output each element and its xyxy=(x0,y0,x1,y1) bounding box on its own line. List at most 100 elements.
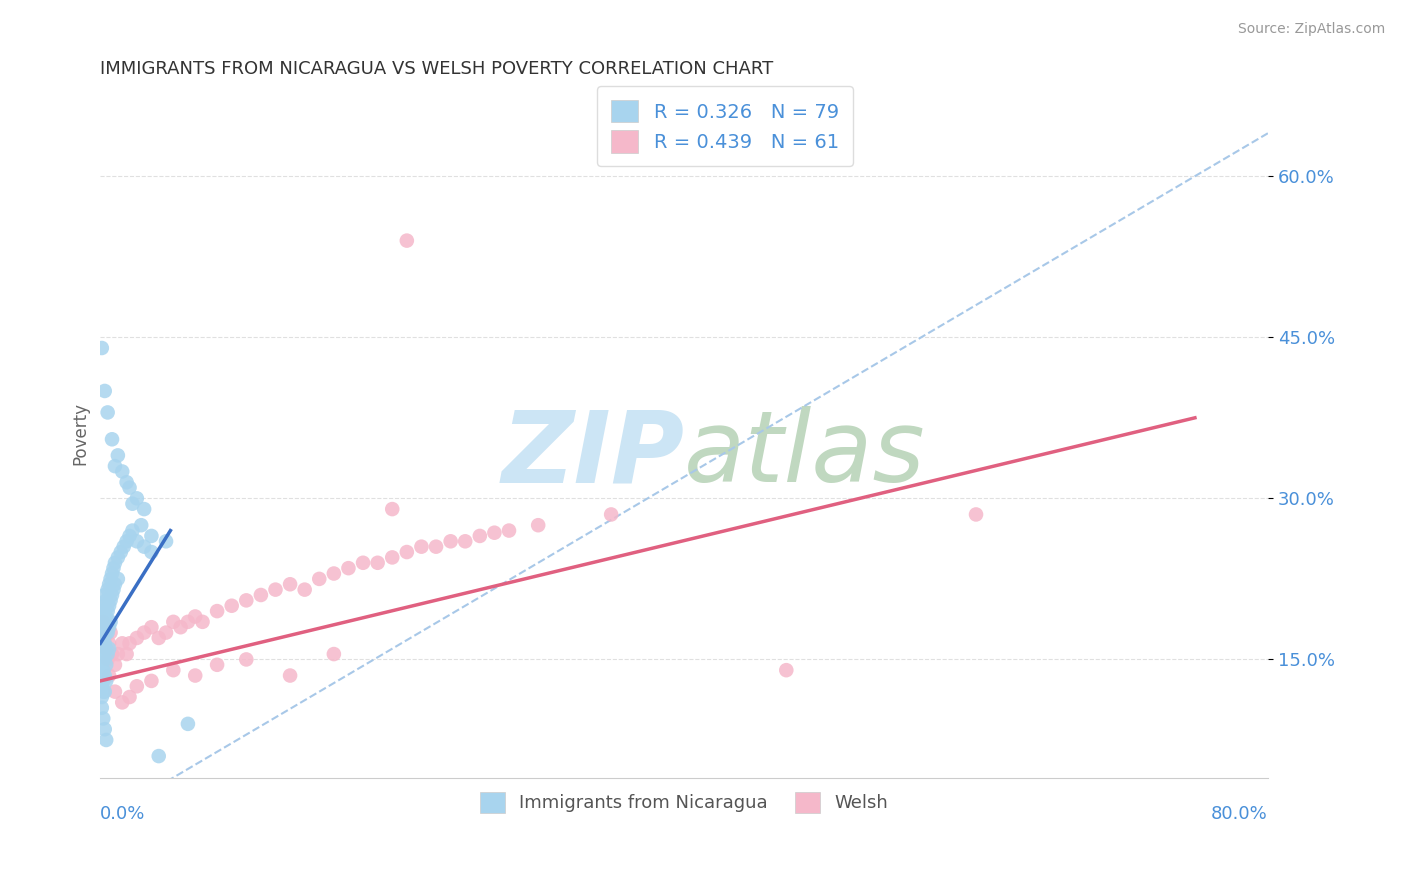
Point xyxy=(191,615,214,629)
Point xyxy=(103,582,125,597)
Point xyxy=(125,491,148,506)
Point xyxy=(205,604,228,618)
Point xyxy=(381,550,404,565)
Point xyxy=(115,647,138,661)
Point xyxy=(107,550,129,565)
Point xyxy=(93,636,115,650)
Point xyxy=(97,405,120,419)
Point xyxy=(101,432,124,446)
Point xyxy=(112,540,135,554)
Point xyxy=(97,604,120,618)
Point xyxy=(98,620,121,634)
Point xyxy=(162,663,184,677)
Point xyxy=(125,631,148,645)
Point xyxy=(118,529,141,543)
Point xyxy=(104,657,127,672)
Point xyxy=(101,588,124,602)
Point xyxy=(91,620,114,634)
Point xyxy=(110,545,132,559)
Point xyxy=(278,668,301,682)
Point xyxy=(90,690,112,704)
Point xyxy=(134,540,156,554)
Point xyxy=(221,599,243,613)
Point xyxy=(90,341,112,355)
Point xyxy=(118,481,141,495)
Point xyxy=(235,652,257,666)
Point xyxy=(100,625,122,640)
Point xyxy=(96,625,118,640)
Point xyxy=(184,609,207,624)
Point xyxy=(498,524,520,538)
Point xyxy=(250,588,273,602)
Point xyxy=(121,524,143,538)
Point xyxy=(308,572,330,586)
Point xyxy=(118,690,141,704)
Point xyxy=(134,502,156,516)
Point xyxy=(93,384,115,398)
Point xyxy=(91,599,114,613)
Point xyxy=(91,663,114,677)
Point xyxy=(98,641,121,656)
Point xyxy=(98,577,121,591)
Point xyxy=(115,475,138,490)
Point xyxy=(468,529,491,543)
Text: Source: ZipAtlas.com: Source: ZipAtlas.com xyxy=(1237,22,1385,37)
Point xyxy=(91,641,114,656)
Point xyxy=(107,647,129,661)
Point xyxy=(454,534,477,549)
Point xyxy=(141,673,163,688)
Point xyxy=(90,604,112,618)
Text: 0.0%: 0.0% xyxy=(100,805,146,823)
Point xyxy=(91,631,114,645)
Point xyxy=(111,465,134,479)
Point xyxy=(141,529,163,543)
Point xyxy=(115,534,138,549)
Text: 80.0%: 80.0% xyxy=(1211,805,1268,823)
Point xyxy=(775,663,797,677)
Point xyxy=(97,582,120,597)
Point xyxy=(162,615,184,629)
Point xyxy=(101,647,124,661)
Point xyxy=(97,652,120,666)
Point xyxy=(600,508,623,522)
Point xyxy=(90,636,112,650)
Point xyxy=(93,604,115,618)
Point xyxy=(96,641,118,656)
Text: ZIP: ZIP xyxy=(501,406,685,503)
Point xyxy=(93,668,115,682)
Point xyxy=(107,572,129,586)
Point xyxy=(97,647,120,661)
Point xyxy=(90,700,112,714)
Point xyxy=(205,657,228,672)
Point xyxy=(527,518,550,533)
Point xyxy=(90,668,112,682)
Point xyxy=(155,534,177,549)
Point xyxy=(337,561,360,575)
Point xyxy=(96,673,118,688)
Point xyxy=(103,561,125,575)
Point xyxy=(367,556,389,570)
Point xyxy=(322,566,344,581)
Point xyxy=(395,234,418,248)
Point xyxy=(96,593,118,607)
Point xyxy=(90,615,112,629)
Point xyxy=(125,679,148,693)
Point xyxy=(98,668,121,682)
Point xyxy=(104,459,127,474)
Point xyxy=(177,615,200,629)
Point xyxy=(104,556,127,570)
Point xyxy=(97,625,120,640)
Point xyxy=(184,668,207,682)
Point xyxy=(125,534,148,549)
Point xyxy=(141,620,163,634)
Point xyxy=(111,695,134,709)
Text: atlas: atlas xyxy=(685,406,925,503)
Point xyxy=(278,577,301,591)
Point xyxy=(101,566,124,581)
Point xyxy=(411,540,433,554)
Point xyxy=(91,673,114,688)
Point xyxy=(96,657,118,672)
Point xyxy=(91,711,114,725)
Point xyxy=(96,609,118,624)
Point xyxy=(118,636,141,650)
